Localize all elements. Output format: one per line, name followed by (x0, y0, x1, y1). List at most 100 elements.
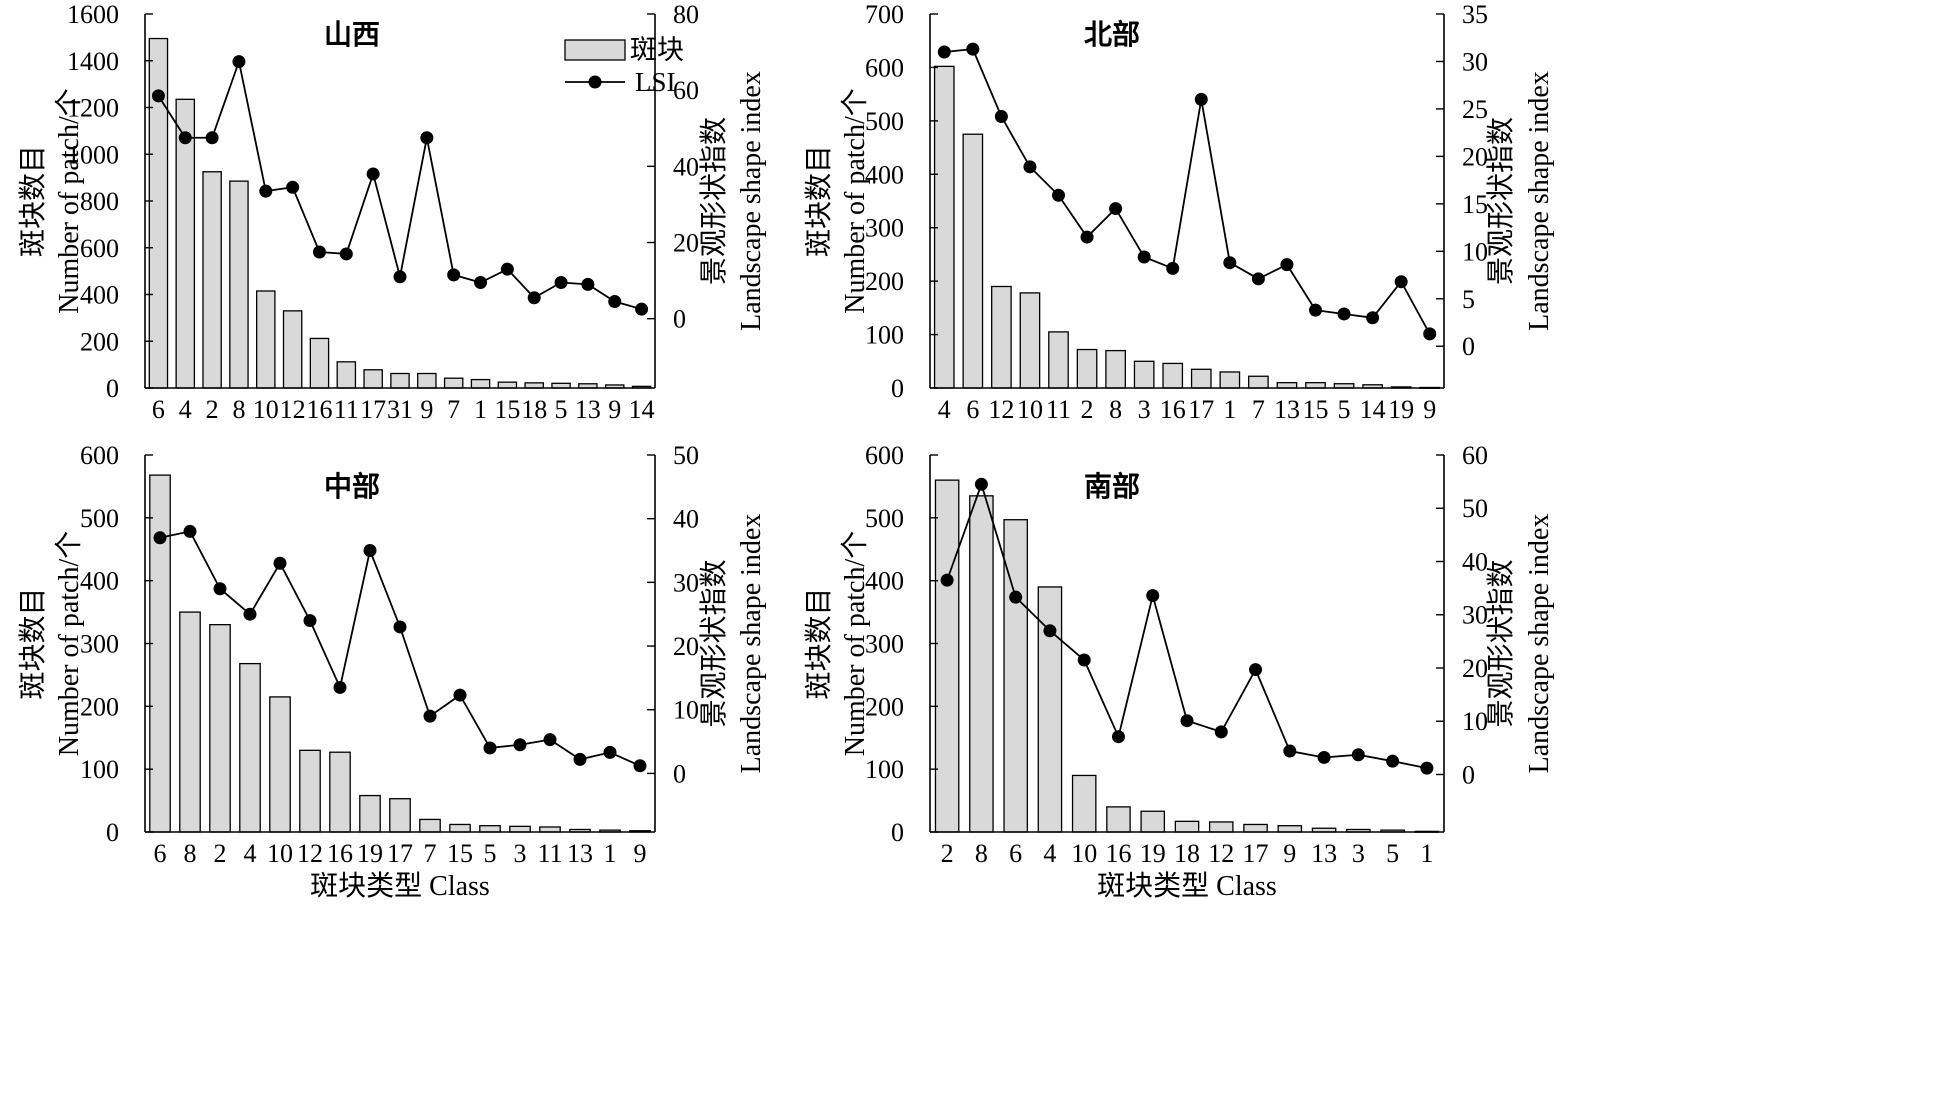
lsi-point-1 (474, 276, 488, 289)
x-tick-label: 14 (629, 395, 655, 424)
bar-2 (1076, 348, 1098, 389)
bar-11 (336, 361, 357, 389)
y-tick-label: 200 (865, 692, 904, 721)
y2-tick-label: 60 (1462, 441, 1488, 470)
y-tick-label: 0 (106, 374, 119, 403)
bar-10 (1071, 774, 1097, 833)
x-tick-label: 2 (941, 839, 954, 868)
y2-axis-title-en: Landscape shape index (1524, 71, 1555, 331)
y2-tick-label: 60 (673, 76, 699, 105)
x-tick-label: 7 (447, 395, 460, 424)
legend-bar-swatch (564, 39, 626, 61)
y2-tick-label: 5 (1462, 285, 1475, 314)
x-tick-label: 6 (966, 395, 979, 424)
y-tick-label: 1400 (67, 47, 119, 76)
lsi-point-13 (581, 277, 595, 291)
y-tick-label: 1000 (67, 140, 119, 169)
x-tick-label: 12 (1208, 839, 1234, 868)
lsi-point-12 (286, 180, 300, 194)
x-tick-label: 9 (608, 395, 621, 424)
lsi-point-16 (333, 680, 347, 694)
lsi-point-17 (1194, 92, 1208, 106)
y-tick-label: 200 (865, 267, 904, 296)
x-tick-label: 31 (387, 395, 413, 424)
y-axis-title: 斑块数目 (803, 587, 835, 699)
y2-axis-title-en: Landscape shape index (1524, 514, 1555, 774)
y-tick-label: 200 (80, 692, 119, 721)
bar-8 (179, 611, 201, 833)
y2-tick-label: 0 (673, 305, 686, 334)
y-tick-label: 700 (865, 0, 904, 29)
lsi-point-9 (633, 759, 647, 773)
x-tick-label: 4 (179, 395, 192, 424)
x-tick-label: 5 (484, 839, 497, 868)
lsi-point-4 (243, 607, 257, 621)
lsi-point-9 (608, 295, 622, 309)
y-axis-title: 斑块数目 (17, 145, 49, 257)
bar-15 (1305, 382, 1326, 389)
bar-9 (417, 372, 437, 389)
x-tick-label: 13 (1274, 395, 1300, 424)
y-tick-label: 500 (80, 504, 119, 533)
y2-axis-title: 景观形状指数 (1485, 117, 1517, 285)
x-tick-label: 9 (1423, 395, 1436, 424)
x-tick-label: 6 (1009, 839, 1022, 868)
y-tick-label: 500 (865, 504, 904, 533)
lsi-point-16 (312, 245, 326, 259)
lsi-point-8 (974, 477, 988, 491)
lsi-point-10 (1077, 653, 1091, 667)
lsi-point-31 (393, 270, 407, 284)
y-tick-label: 100 (865, 755, 904, 784)
legend-marker (588, 75, 602, 89)
lsi-point-7 (423, 709, 437, 723)
lsi-point-12 (994, 110, 1008, 124)
x-tick-label: 6 (154, 839, 167, 868)
x-tick-label: 6 (152, 395, 165, 424)
y-tick-label: 100 (865, 321, 904, 350)
lsi-point-8 (232, 55, 246, 69)
x-tick-label: 9 (1283, 839, 1296, 868)
panel-title: 中部 (324, 470, 380, 503)
lsi-point-12 (303, 614, 317, 628)
lsi-point-9 (1423, 327, 1437, 341)
y2-tick-label: 35 (1462, 0, 1488, 29)
x-tick-label: 9 (420, 395, 433, 424)
lsi-point-17 (1249, 663, 1263, 677)
lsi-point-15 (1309, 303, 1322, 317)
bar-3 (1133, 360, 1155, 389)
x-tick-label: 10 (1071, 839, 1097, 868)
x-tick-label: 10 (253, 395, 279, 424)
lsi-point-1 (603, 745, 617, 759)
x-tick-label: 5 (1338, 395, 1351, 424)
bar-10 (269, 696, 291, 833)
bar-16 (1162, 362, 1184, 389)
bar-6 (962, 133, 984, 389)
x-tick-label: 1 (1420, 839, 1433, 868)
bar-6 (149, 474, 171, 833)
y2-tick-label: 50 (1462, 494, 1488, 523)
x-tick-label: 2 (1081, 395, 1094, 424)
x-tick-label: 8 (1109, 395, 1122, 424)
lsi-point-6 (153, 531, 167, 545)
y2-tick-label: 40 (1462, 547, 1488, 576)
lsi-point-17 (366, 167, 380, 181)
y-tick-label: 600 (865, 53, 904, 82)
panel-title: 山西 (324, 18, 380, 51)
x-tick-label: 2 (206, 395, 219, 424)
y-tick-label: 0 (891, 818, 904, 847)
y-tick-label: 400 (80, 281, 119, 310)
bar-1 (470, 378, 491, 389)
y-tick-label: 1600 (67, 0, 119, 29)
x-tick-label: 16 (1105, 839, 1131, 868)
lsi-point-13 (1317, 750, 1331, 764)
lsi-point-2 (1080, 230, 1094, 244)
x-tick-label: 1 (1223, 395, 1236, 424)
x-tick-label: 8 (975, 839, 988, 868)
x-tick-label: 4 (244, 839, 257, 868)
lsi-point-6 (151, 89, 165, 103)
bar-12 (299, 749, 321, 833)
